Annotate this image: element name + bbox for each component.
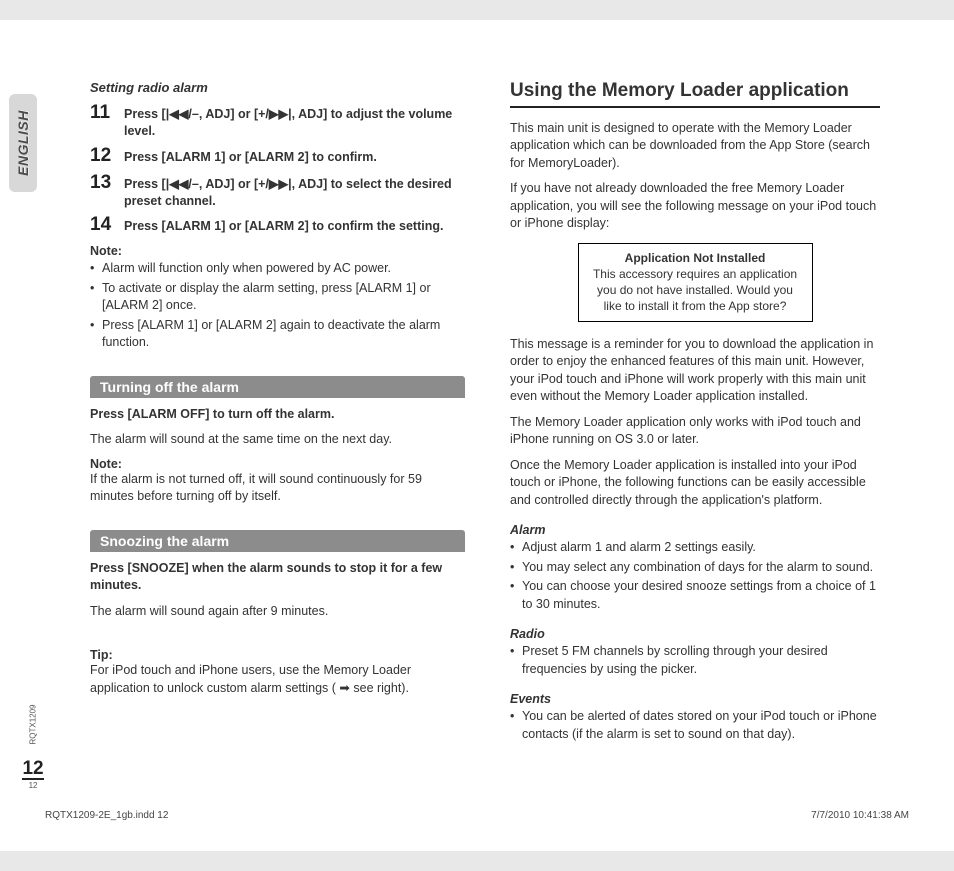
step-number: 14 (90, 215, 124, 236)
body-text: If you have not already downloaded the f… (510, 180, 880, 233)
page-number-small: 12 (29, 781, 38, 790)
body-text: This main unit is designed to operate wi… (510, 120, 880, 173)
body-text: If the alarm is not turned off, it will … (90, 471, 465, 506)
note-label: Note: (90, 457, 465, 471)
body-bold: Press [ALARM OFF] to turn off the alarm. (90, 406, 465, 424)
footer-right: 7/7/2010 10:41:38 AM (811, 810, 909, 821)
content-wrap: ENGLISH RQTX1209 12 12 Setting radio ala… (45, 80, 909, 790)
body-text: This message is a reminder for you to do… (510, 336, 880, 406)
list-item: You can be alerted of dates stored on yo… (510, 708, 880, 743)
language-tab-text: ENGLISH (15, 110, 31, 176)
list-item: You may select any combination of days f… (510, 559, 880, 577)
body-text: The alarm will sound at the same time on… (90, 431, 465, 449)
step-row: 13 Press [|◀◀/–, ADJ] or [+/▶▶|, ADJ] to… (90, 173, 465, 210)
section-band: Turning off the alarm (90, 376, 465, 398)
manual-page: ENGLISH RQTX1209 12 12 Setting radio ala… (0, 20, 954, 851)
step-number: 11 (90, 103, 124, 124)
step-row: 12 Press [ALARM 1] or [ALARM 2] to confi… (90, 146, 465, 167)
step-text: Press [ALARM 1] or [ALARM 2] to confirm … (124, 215, 443, 235)
step-row: 14 Press [ALARM 1] or [ALARM 2] to confi… (90, 215, 465, 236)
note-label: Note: (90, 244, 465, 258)
list-item: Preset 5 FM channels by scrolling throug… (510, 643, 880, 678)
message-title: Application Not Installed (587, 250, 804, 266)
radio-list: Preset 5 FM channels by scrolling throug… (510, 643, 880, 678)
body-text: The Memory Loader application only works… (510, 414, 880, 449)
message-box: Application Not Installed This accessory… (578, 243, 813, 322)
left-margin: ENGLISH RQTX1209 12 12 (45, 80, 90, 790)
step-text: Press [ALARM 1] or [ALARM 2] to confirm. (124, 146, 377, 166)
tip-label: Tip: (90, 648, 465, 662)
step-text: Press [|◀◀/–, ADJ] or [+/▶▶|, ADJ] to ad… (124, 103, 465, 140)
events-list: You can be alerted of dates stored on yo… (510, 708, 880, 743)
page-number-large: 12 (22, 759, 43, 780)
list-item: Adjust alarm 1 and alarm 2 settings easi… (510, 539, 880, 557)
message-body: This accessory requires an application y… (593, 267, 797, 313)
body-bold: Press [SNOOZE] when the alarm sounds to … (90, 560, 465, 595)
step-text: Press [|◀◀/–, ADJ] or [+/▶▶|, ADJ] to se… (124, 173, 465, 210)
body-text: The alarm will sound again after 9 minut… (90, 603, 465, 621)
alarm-list: Adjust alarm 1 and alarm 2 settings easi… (510, 539, 880, 613)
left-column: Setting radio alarm 11 Press [|◀◀/–, ADJ… (90, 80, 490, 790)
right-column: Using the Memory Loader application This… (490, 80, 880, 790)
body-text: Once the Memory Loader application is in… (510, 457, 880, 510)
list-item: You can choose your desired snooze setti… (510, 578, 880, 613)
subhead-alarm: Alarm (510, 523, 880, 537)
section-title: Setting radio alarm (90, 80, 465, 95)
list-item: Alarm will function only when powered by… (90, 260, 465, 278)
tip-text: For iPod touch and iPhone users, use the… (90, 662, 465, 697)
section-band: Snoozing the alarm (90, 530, 465, 552)
subhead-radio: Radio (510, 627, 880, 641)
subhead-events: Events (510, 692, 880, 706)
list-item: Press [ALARM 1] or [ALARM 2] again to de… (90, 317, 465, 352)
footer-left: RQTX1209-2E_1gb.indd 12 (45, 810, 168, 821)
doc-code-vertical: RQTX1209 (29, 704, 38, 744)
language-tab: ENGLISH (9, 94, 37, 192)
step-number: 12 (90, 146, 124, 167)
note-list: Alarm will function only when powered by… (90, 260, 465, 352)
step-row: 11 Press [|◀◀/–, ADJ] or [+/▶▶|, ADJ] to… (90, 103, 465, 140)
footer: RQTX1209-2E_1gb.indd 12 7/7/2010 10:41:3… (45, 790, 909, 821)
right-heading: Using the Memory Loader application (510, 80, 880, 108)
side-label: RQTX1209 12 12 (13, 720, 53, 790)
list-item: To activate or display the alarm setting… (90, 280, 465, 315)
step-number: 13 (90, 173, 124, 194)
